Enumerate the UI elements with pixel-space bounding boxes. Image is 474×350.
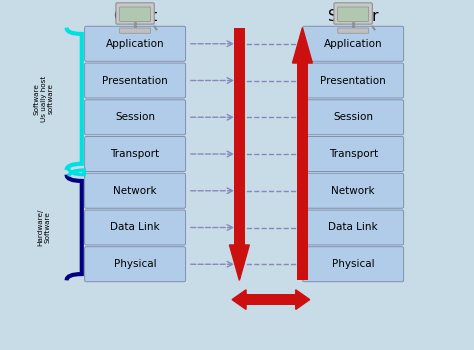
Text: Server: Server xyxy=(328,9,378,24)
Text: Transport: Transport xyxy=(328,149,378,159)
Text: Data Link: Data Link xyxy=(328,223,378,232)
FancyBboxPatch shape xyxy=(84,247,185,282)
FancyBboxPatch shape xyxy=(297,63,308,280)
Text: Transport: Transport xyxy=(110,149,160,159)
FancyBboxPatch shape xyxy=(302,100,403,135)
Text: Presentation: Presentation xyxy=(320,76,386,85)
FancyBboxPatch shape xyxy=(334,3,373,24)
Text: Application: Application xyxy=(106,39,164,49)
FancyBboxPatch shape xyxy=(119,28,150,33)
Text: Application: Application xyxy=(324,39,383,49)
Text: Network: Network xyxy=(113,186,157,196)
FancyBboxPatch shape xyxy=(84,210,185,245)
FancyBboxPatch shape xyxy=(84,173,185,208)
FancyBboxPatch shape xyxy=(119,7,150,21)
Polygon shape xyxy=(296,290,310,309)
Text: Hardware/
Software: Hardware/ Software xyxy=(37,209,50,246)
Text: Presentation: Presentation xyxy=(102,76,168,85)
FancyBboxPatch shape xyxy=(337,28,369,33)
FancyBboxPatch shape xyxy=(337,7,369,21)
Text: Client: Client xyxy=(113,9,157,24)
FancyBboxPatch shape xyxy=(302,173,403,208)
FancyBboxPatch shape xyxy=(84,63,185,98)
FancyBboxPatch shape xyxy=(302,63,403,98)
FancyBboxPatch shape xyxy=(84,100,185,135)
FancyBboxPatch shape xyxy=(302,210,403,245)
Text: Session: Session xyxy=(333,112,373,122)
FancyBboxPatch shape xyxy=(116,3,154,24)
FancyBboxPatch shape xyxy=(302,136,403,172)
FancyBboxPatch shape xyxy=(84,26,185,61)
Polygon shape xyxy=(246,294,296,305)
FancyBboxPatch shape xyxy=(84,136,185,172)
Polygon shape xyxy=(292,28,312,63)
FancyBboxPatch shape xyxy=(234,28,245,245)
Text: Data Link: Data Link xyxy=(110,223,160,232)
Text: Physical: Physical xyxy=(114,259,156,269)
Text: Session: Session xyxy=(115,112,155,122)
FancyBboxPatch shape xyxy=(302,26,403,61)
Polygon shape xyxy=(232,290,246,309)
Text: Software
Us ually host
software: Software Us ually host software xyxy=(34,76,54,122)
Text: Network: Network xyxy=(331,186,375,196)
Polygon shape xyxy=(229,245,249,280)
Text: Physical: Physical xyxy=(332,259,374,269)
FancyBboxPatch shape xyxy=(302,247,403,282)
